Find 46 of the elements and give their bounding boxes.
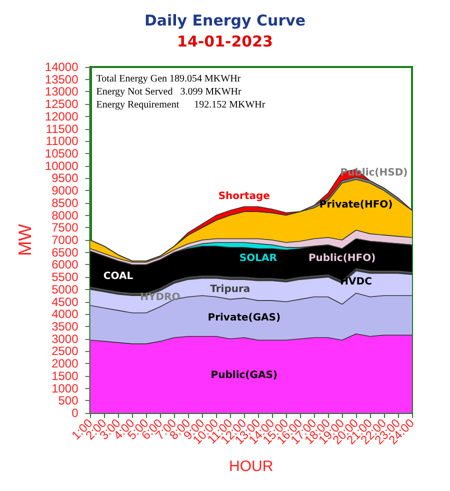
y-tick-label: 10000	[44, 158, 79, 173]
series-label: COAL	[103, 270, 134, 282]
y-tick-label: 12500	[44, 97, 79, 112]
y-axis-title: MW	[15, 224, 35, 256]
y-tick-label: 9000	[52, 184, 79, 198]
y-tick-label: 5500	[52, 270, 79, 284]
series-label: SOLAR	[239, 253, 278, 264]
series-label: HVDC	[340, 276, 372, 288]
annotation: Energy Not Served 3.099 MKWHr	[96, 86, 242, 98]
y-tick-label: 1500	[52, 368, 79, 383]
y-tick-label: 3500	[52, 320, 79, 334]
y-tick-label: 5000	[52, 282, 79, 296]
y-tick-label: 7000	[52, 233, 79, 247]
y-tick-label: 8000	[52, 208, 79, 222]
y-tick-label: 13500	[44, 72, 79, 86]
y-tick-label: 12000	[44, 109, 79, 124]
series-label: Public(GAS)	[210, 370, 278, 381]
series-label: Public(HFO)	[308, 253, 376, 264]
y-tick-label: 1000	[52, 381, 79, 396]
y-tick-label: 0	[72, 406, 79, 420]
series-label: Shortage	[218, 191, 270, 202]
y-tick-label: 3000	[52, 332, 79, 346]
series-label: Tripura	[210, 284, 250, 296]
y-tick-label: 2500	[52, 344, 79, 358]
y-tick-label: 6500	[52, 245, 79, 260]
y-tick-label: 14000	[44, 60, 79, 74]
chart-title: Daily Energy Curve	[144, 12, 306, 30]
y-tick-label: 500	[58, 394, 79, 408]
chart-subtitle: 14-01-2023	[177, 32, 273, 50]
series-label: HYDRO	[140, 292, 180, 303]
y-tick-label: 11500	[46, 122, 79, 136]
y-tick-label: 4000	[52, 307, 79, 322]
y-tick-label: 7500	[52, 220, 79, 235]
y-tick-label: 4500	[52, 294, 79, 309]
y-tick-label: 9500	[52, 171, 79, 186]
y-tick-label: 2000	[52, 356, 79, 371]
x-axis-title: HOUR	[229, 458, 274, 475]
series-label: Private(HFO)	[319, 199, 393, 210]
annotation: Total Energy Gen 189.054 MKWHr	[96, 74, 242, 84]
series-label: Private(GAS)	[208, 312, 281, 324]
y-tick-label: 8500	[52, 196, 79, 210]
y-tick-label: 10500	[44, 146, 79, 160]
y-tick-label: 11000	[46, 134, 79, 148]
annotation: Energy Requirement 192.152 MKWHr	[96, 100, 266, 110]
y-tick-label: 13000	[44, 84, 79, 99]
y-tick-label: 6000	[52, 258, 79, 272]
